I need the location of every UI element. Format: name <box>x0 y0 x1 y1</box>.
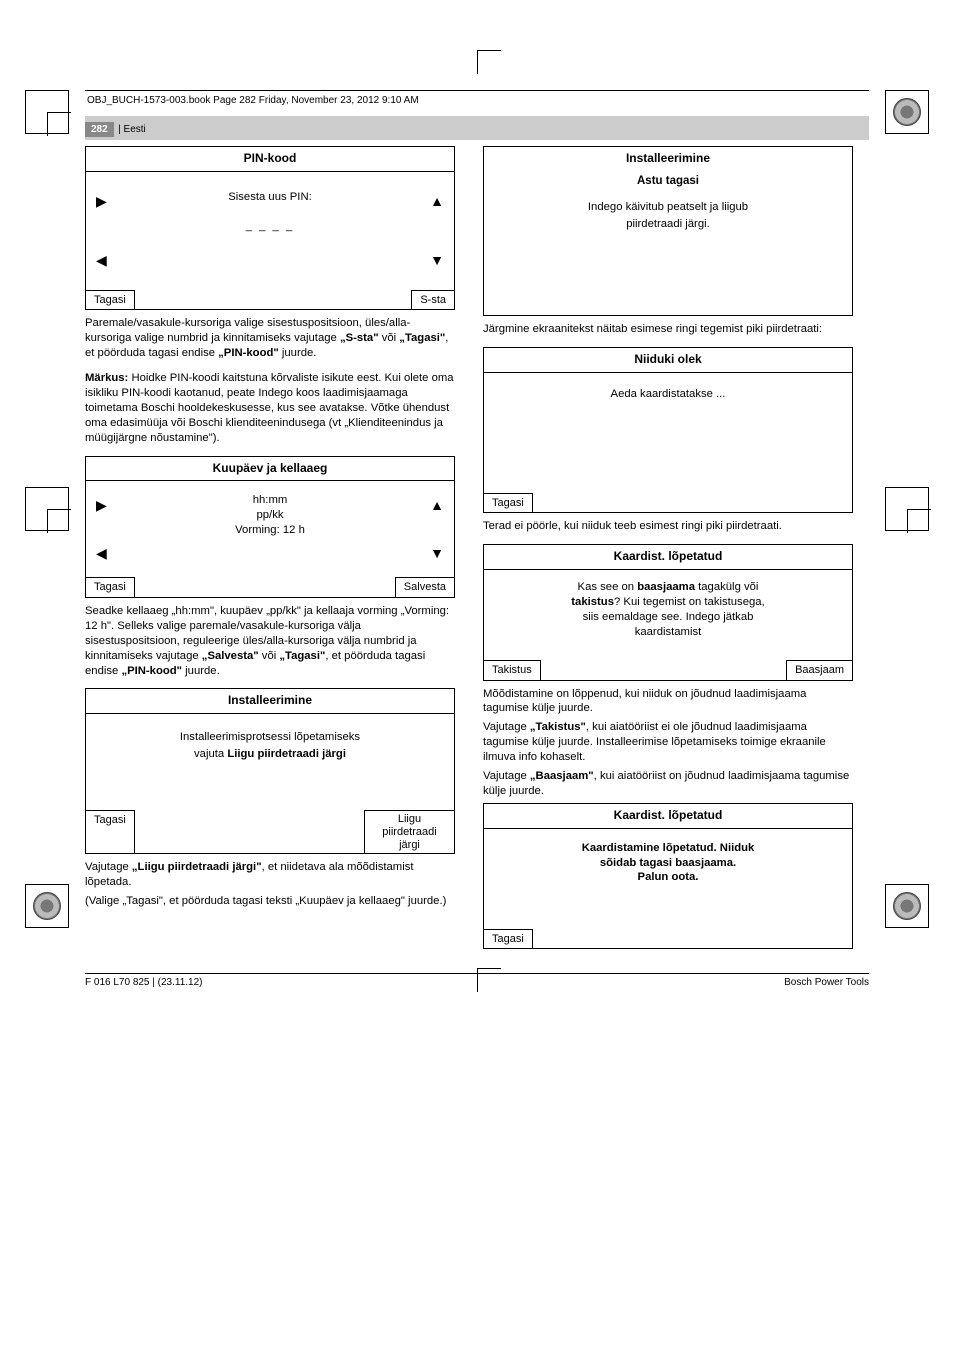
arrow-left-icon[interactable]: ◀ <box>96 544 107 562</box>
pin-paragraph: Paremale/vasakule-kursoriga valige sises… <box>85 316 455 361</box>
right-para5: Vajutage „Baasjaam", kui aiatööriist on … <box>483 769 853 799</box>
regmark-icon <box>885 884 929 928</box>
regmark-icon <box>885 90 929 134</box>
pin-note: Märkus: Hoidke PIN-koodi kaitstuna kõrva… <box>85 371 455 446</box>
obstacle-button[interactable]: Takistus <box>484 660 541 680</box>
regmark-icon <box>25 884 69 928</box>
right-para2: Terad ei pöörle, kui niiduk teeb esimest… <box>483 519 853 534</box>
mapdone2-title: Kaardist. lõpetatud <box>484 804 852 829</box>
mapdone-box: Kaardist. lõpetatud Kas see on baasjaama… <box>483 544 853 680</box>
arrow-left-group: ▶ ◀ <box>96 172 107 290</box>
arrow-right-group: ▲ ▼ <box>430 172 444 290</box>
right-column: Installeerimine Astu tagasi Indego käivi… <box>483 146 853 949</box>
pin-save-button[interactable]: S-sta <box>411 290 454 310</box>
mapdone-l1: Kas see on baasjaama tagakülg või <box>510 580 826 595</box>
regmark-icon <box>885 487 929 531</box>
pin-prompt: Sisesta uus PIN: <box>126 190 414 205</box>
date-save-button[interactable]: Salvesta <box>395 577 454 597</box>
mapdone-title: Kaardist. lõpetatud <box>484 545 852 570</box>
date-l2: pp/kk <box>126 508 414 523</box>
date-paragraph: Seadke kellaaeg „hh:mm", kuupäev „pp/kk"… <box>85 604 455 679</box>
arrow-right-icon[interactable]: ▶ <box>96 192 107 210</box>
mapdone2-l3: Palun oota. <box>582 870 755 885</box>
arrow-down-icon[interactable]: ▼ <box>430 544 444 562</box>
status-title: Niiduki olek <box>484 348 852 373</box>
regmark-icon <box>25 90 69 134</box>
install-para2: (Valige „Tagasi", et pöörduda tagasi tek… <box>85 894 455 909</box>
install2-l2: piirdetraadi järgi. <box>504 217 832 232</box>
right-para3: Mõõdistamine on lõppenud, kui niiduk on … <box>483 687 853 717</box>
page-number: 282 <box>85 122 114 137</box>
install2-l1: Indego käivitub peatselt ja liigub <box>504 200 832 215</box>
regmark-icon <box>455 946 499 990</box>
status-box: Niiduki olek Aeda kaardistatakse ... Tag… <box>483 347 853 513</box>
install-line2: vajuta Liigu piirdetraadi järgi <box>112 747 428 762</box>
footer-left: F 016 L70 825 | (23.11.12) <box>85 977 203 988</box>
base-button[interactable]: Baasjaam <box>786 660 852 680</box>
date-title: Kuupäev ja kellaaeg <box>86 457 454 482</box>
left-column: PIN-kood ▶ ◀ ▲ ▼ Sisesta uus PIN: _ _ _ … <box>85 146 455 949</box>
install-box: Installeerimine Installeerimisprotsessi … <box>85 688 455 854</box>
regmark-icon <box>25 487 69 531</box>
status-back-button[interactable]: Tagasi <box>484 493 533 513</box>
install-para1: Vajutage „Liigu piirdetraadi järgi", et … <box>85 860 455 890</box>
date-box: Kuupäev ja kellaaeg ▶ ◀ ▲ ▼ hh:mm pp/kk … <box>85 456 455 598</box>
mapdone-l3: siis eemaldage see. Indego jätkab <box>510 610 826 625</box>
date-l1: hh:mm <box>126 493 414 508</box>
mapdone2-box: Kaardist. lõpetatud Kaardistamine lõpeta… <box>483 803 853 949</box>
install-back-button[interactable]: Tagasi <box>86 810 135 853</box>
pin-back-button[interactable]: Tagasi <box>86 290 135 310</box>
arrow-right-icon[interactable]: ▶ <box>96 496 107 514</box>
date-l3: Vorming: 12 h <box>126 523 414 538</box>
pin-dashes: _ _ _ _ <box>126 219 414 234</box>
arrow-up-icon[interactable]: ▲ <box>430 192 444 210</box>
mapdone2-l2: sõidab tagasi baasjaama. <box>582 856 755 871</box>
install2-box: Installeerimine Astu tagasi Indego käivi… <box>483 146 853 316</box>
install-line1: Installeerimisprotsessi lõpetamiseks <box>112 730 428 745</box>
right-para4: Vajutage „Takistus", kui aiatööriist ei … <box>483 720 853 765</box>
status-l1: Aeda kaardistatakse ... <box>514 387 822 402</box>
mapdone-l4: kaardistamist <box>510 625 826 640</box>
mapdone2-l1: Kaardistamine lõpetatud. Niiduk <box>582 841 755 856</box>
header-bookline: OBJ_BUCH-1573-003.book Page 282 Friday, … <box>85 93 869 116</box>
mapdone-l2: takistus? Kui tegemist on takistusega, <box>510 595 826 610</box>
footer-right: Bosch Power Tools <box>784 977 869 988</box>
page-header-bar: 282 | Eesti <box>85 116 869 140</box>
pin-title: PIN-kood <box>86 147 454 172</box>
arrow-up-icon[interactable]: ▲ <box>430 496 444 514</box>
regmark-icon <box>455 28 499 72</box>
arrow-down-icon[interactable]: ▼ <box>430 251 444 269</box>
right-para1: Järgmine ekraanitekst näitab esimese rin… <box>483 322 853 337</box>
install2-subtitle: Astu tagasi <box>484 171 852 192</box>
pin-box: PIN-kood ▶ ◀ ▲ ▼ Sisesta uus PIN: _ _ _ … <box>85 146 455 310</box>
arrow-left-icon[interactable]: ◀ <box>96 251 107 269</box>
install2-title: Installeerimine <box>484 147 852 171</box>
install-title: Installeerimine <box>86 689 454 714</box>
language-label: | Eesti <box>118 124 146 135</box>
install-go-button[interactable]: Liigu piirdetraadi järgi <box>364 810 454 853</box>
date-back-button[interactable]: Tagasi <box>86 577 135 597</box>
